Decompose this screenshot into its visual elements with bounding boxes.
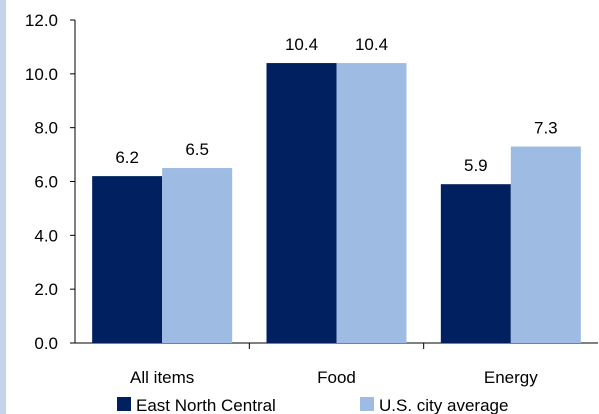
y-tick-label: 10.0 — [25, 65, 58, 84]
bars — [92, 63, 581, 344]
legend-swatch — [117, 397, 131, 411]
left-accent-strip — [0, 0, 6, 414]
data-label: 6.2 — [115, 148, 139, 167]
legend-label: U.S. city average — [379, 396, 508, 414]
data-label: 10.4 — [285, 35, 318, 54]
legend-label: East North Central — [136, 396, 276, 414]
x-tick-label: Food — [317, 368, 356, 387]
y-tick-label: 8.0 — [34, 119, 58, 138]
y-tick-label: 4.0 — [34, 226, 58, 245]
bar — [336, 63, 407, 344]
bar — [162, 168, 233, 343]
data-label: 5.9 — [464, 156, 488, 175]
data-label: 10.4 — [355, 35, 388, 54]
x-tick-label: Energy — [484, 368, 538, 387]
bar — [266, 63, 337, 344]
y-tick-label: 2.0 — [34, 280, 58, 299]
y-tick-label: 6.0 — [34, 173, 58, 192]
data-labels: 6.2 6.5 10.4 10.4 5.9 7.3 — [115, 35, 557, 175]
bar — [440, 184, 511, 343]
x-tick-label: All items — [130, 368, 194, 387]
data-label: 6.5 — [185, 140, 209, 159]
bar — [510, 146, 581, 343]
bar — [92, 176, 163, 343]
legend: East North Central U.S. city average — [117, 396, 508, 414]
data-label: 7.3 — [534, 119, 558, 138]
y-tick-label: 12.0 — [25, 11, 58, 30]
legend-swatch — [360, 397, 374, 411]
y-tick-label: 0.0 — [34, 334, 58, 353]
